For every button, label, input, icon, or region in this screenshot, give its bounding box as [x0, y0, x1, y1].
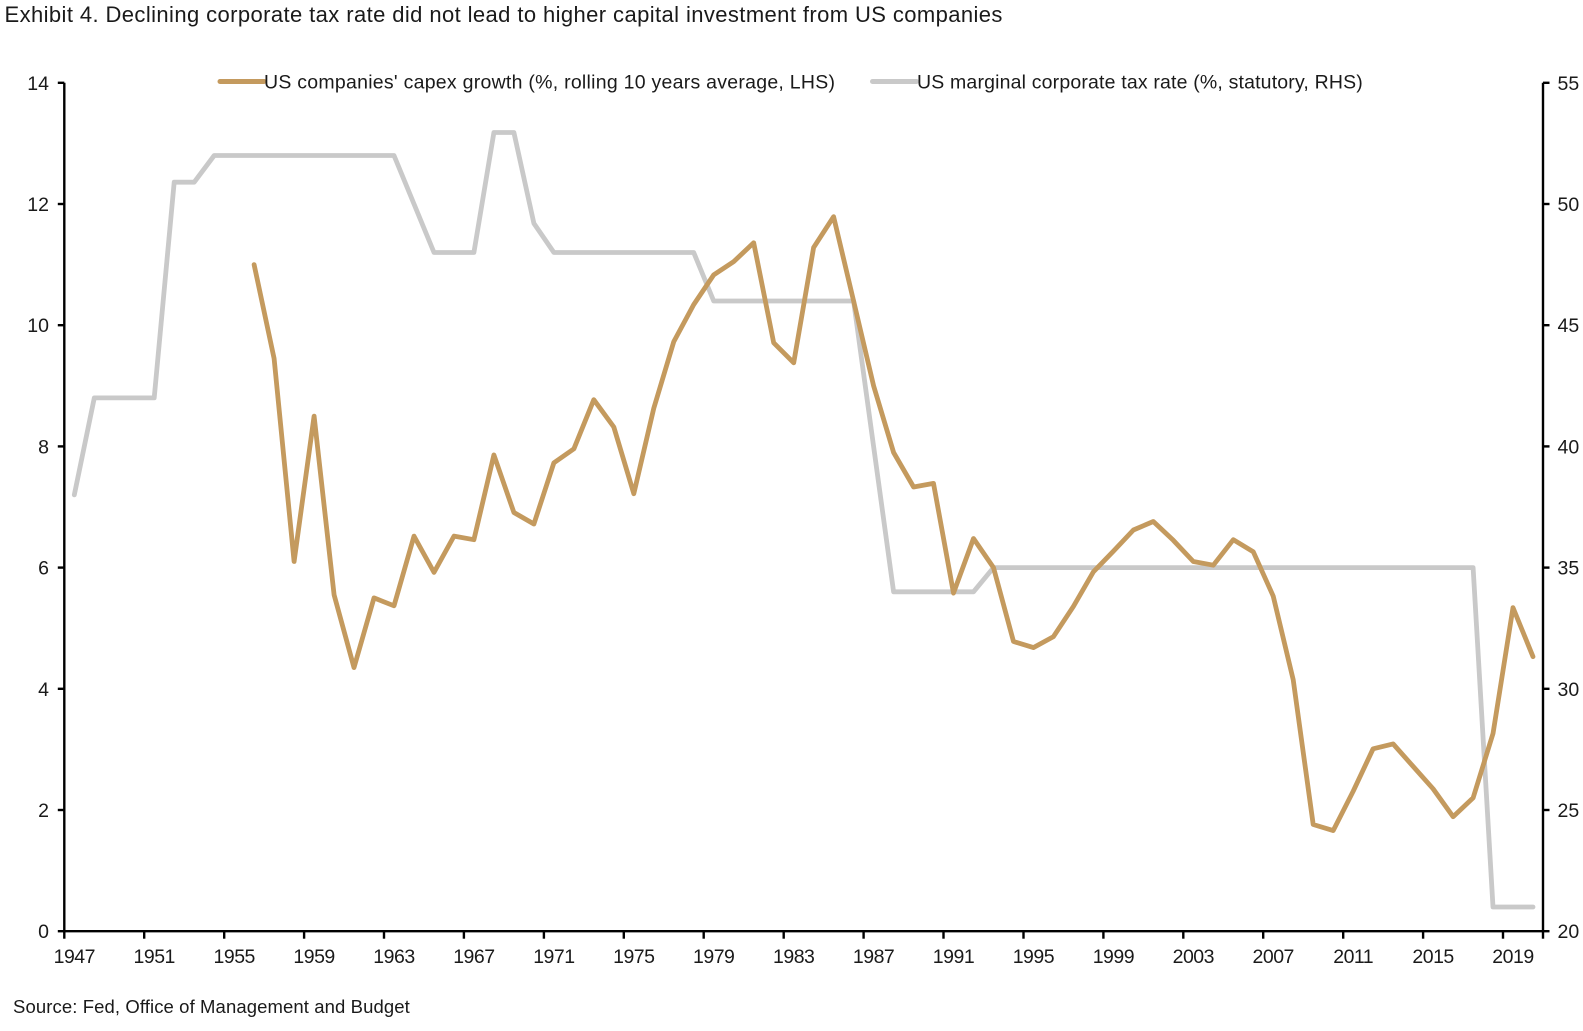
- svg-text:1967: 1967: [453, 946, 494, 968]
- svg-text:1959: 1959: [293, 946, 334, 968]
- svg-text:0: 0: [38, 921, 49, 943]
- svg-text:1979: 1979: [693, 946, 734, 968]
- svg-text:6: 6: [38, 558, 49, 580]
- svg-text:1983: 1983: [773, 946, 814, 968]
- svg-text:1999: 1999: [1093, 946, 1134, 968]
- svg-text:20: 20: [1558, 921, 1580, 943]
- svg-text:14: 14: [27, 73, 49, 95]
- svg-text:2: 2: [38, 800, 49, 822]
- svg-text:40: 40: [1558, 436, 1580, 458]
- svg-text:Source: Fed, Office of Managem: Source: Fed, Office of Management and Bu…: [13, 996, 410, 1017]
- svg-text:50: 50: [1558, 194, 1580, 216]
- svg-text:4: 4: [38, 679, 49, 701]
- svg-text:25: 25: [1558, 800, 1580, 822]
- svg-text:US marginal corporate tax rate: US marginal corporate tax rate (%, statu…: [917, 72, 1363, 94]
- svg-text:2019: 2019: [1492, 946, 1533, 968]
- svg-text:1955: 1955: [214, 946, 256, 968]
- svg-text:8: 8: [38, 436, 49, 458]
- svg-text:10: 10: [27, 315, 49, 337]
- svg-text:55: 55: [1558, 73, 1580, 95]
- svg-text:35: 35: [1558, 558, 1580, 580]
- svg-text:1987: 1987: [853, 946, 894, 968]
- svg-text:1991: 1991: [933, 946, 974, 968]
- svg-text:2015: 2015: [1412, 946, 1454, 968]
- svg-text:30: 30: [1558, 679, 1580, 701]
- svg-text:1971: 1971: [533, 946, 574, 968]
- svg-text:US companies' capex growth (%,: US companies' capex growth (%, rolling 1…: [264, 72, 835, 94]
- svg-text:2003: 2003: [1173, 946, 1214, 968]
- svg-text:2011: 2011: [1333, 946, 1373, 968]
- svg-text:1947: 1947: [54, 946, 95, 968]
- svg-text:Exhibit 4. Declining corporate: Exhibit 4. Declining corporate tax rate …: [5, 2, 1003, 27]
- svg-text:1975: 1975: [613, 946, 655, 968]
- svg-text:45: 45: [1558, 315, 1580, 337]
- svg-text:1951: 1951: [134, 946, 175, 968]
- svg-text:1995: 1995: [1013, 946, 1055, 968]
- svg-text:1963: 1963: [373, 946, 414, 968]
- svg-text:2007: 2007: [1253, 946, 1294, 968]
- svg-text:12: 12: [27, 194, 49, 216]
